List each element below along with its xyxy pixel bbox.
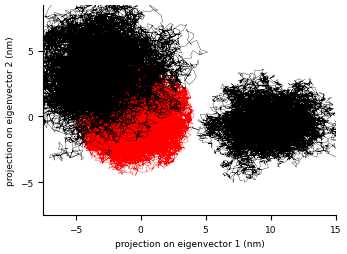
Y-axis label: projection on eigenvector 2 (nm): projection on eigenvector 2 (nm): [6, 36, 15, 185]
X-axis label: projection on eigenvector 1 (nm): projection on eigenvector 1 (nm): [115, 240, 264, 248]
